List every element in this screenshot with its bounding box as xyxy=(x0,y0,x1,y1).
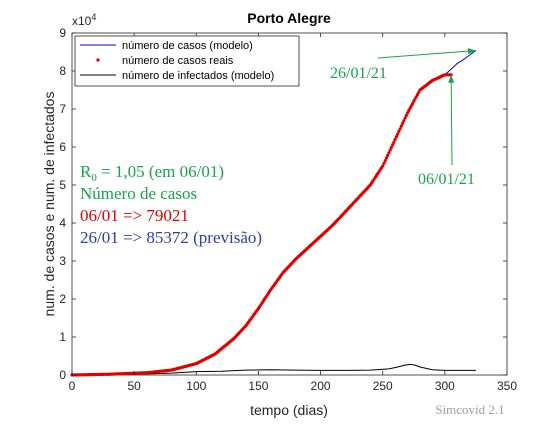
x-tick-label: 250 xyxy=(373,379,393,393)
y-tick-label: 7 xyxy=(59,102,66,116)
y-tick-label: 9 xyxy=(59,26,66,40)
data-point xyxy=(391,143,395,147)
y-tick-label: 2 xyxy=(59,292,66,306)
y-tick-label: 8 xyxy=(59,64,66,78)
data-point xyxy=(381,164,385,168)
data-point xyxy=(388,148,392,152)
data-point xyxy=(387,151,391,155)
y-tick-label: 5 xyxy=(59,178,66,192)
y-tick-label: 6 xyxy=(59,140,66,154)
x-tick-label: 0 xyxy=(69,379,76,393)
legend-label-infectados: número de infectados (modelo) xyxy=(122,70,274,82)
y-tick-label: 3 xyxy=(59,254,66,268)
y-exponent-label: x104 xyxy=(72,12,96,28)
data-point xyxy=(383,159,387,163)
info-text-box: R0 = 1,05 (em 06/01) Número de casos 06/… xyxy=(80,162,262,247)
annotation-2601-arrow xyxy=(377,50,469,59)
casos-2601-text: 26/01 => 85372 (previsão) xyxy=(80,228,262,247)
y-tick-label: 4 xyxy=(59,216,66,230)
casos-0601-text: 06/01 => 79021 xyxy=(80,206,189,225)
annotation-0601-arrowhead xyxy=(448,74,455,83)
chart-title: Porto Alegre xyxy=(247,10,331,26)
series-line-2 xyxy=(71,363,476,376)
annotation-0601-arrow xyxy=(450,82,453,166)
data-point xyxy=(392,140,396,144)
casos-label-text: Número de casos xyxy=(80,184,197,203)
series-points-1 xyxy=(70,73,453,377)
legend-swatch-reais xyxy=(96,58,100,62)
data-point xyxy=(384,156,388,160)
r0-text: R0 = 1,05 (em 06/01) xyxy=(80,162,224,184)
data-point xyxy=(401,121,405,125)
legend: número de casos (modelo) número de casos… xyxy=(74,35,300,87)
y-tick-label: 0 xyxy=(59,368,66,382)
x-tick-label: 100 xyxy=(186,379,206,393)
x-tick-label: 150 xyxy=(248,379,268,393)
data-point xyxy=(403,116,407,120)
y-tick-label: 1 xyxy=(59,330,66,344)
data-point xyxy=(386,153,390,157)
legend-label-modelo: número de casos (modelo) xyxy=(122,40,253,52)
annotation-2601-arrowhead xyxy=(467,48,476,55)
data-point xyxy=(398,127,402,131)
x-tick-label: 350 xyxy=(497,379,517,393)
watermark: Simcovid 2.1 xyxy=(435,402,504,417)
x-tick-label: 200 xyxy=(311,379,331,393)
data-point xyxy=(389,145,393,149)
x-tick-label: 300 xyxy=(435,379,455,393)
data-point xyxy=(394,135,398,139)
plot-area xyxy=(71,32,508,376)
annotation-2601: 26/01/21 xyxy=(330,65,387,82)
data-point xyxy=(382,161,386,165)
data-point xyxy=(399,124,403,128)
y-axis-label: num. de casos e num. de infectados xyxy=(41,92,57,317)
data-point xyxy=(402,119,406,123)
data-point xyxy=(396,132,400,136)
data-point xyxy=(397,129,401,133)
legend-label-reais: número de casos reais xyxy=(122,55,234,67)
x-tick-label: 50 xyxy=(127,379,141,393)
x-axis-label: tempo (dias) xyxy=(250,402,328,418)
data-point xyxy=(393,137,397,141)
data-point xyxy=(404,113,408,118)
annotation-0601: 06/01/21 xyxy=(418,171,475,188)
